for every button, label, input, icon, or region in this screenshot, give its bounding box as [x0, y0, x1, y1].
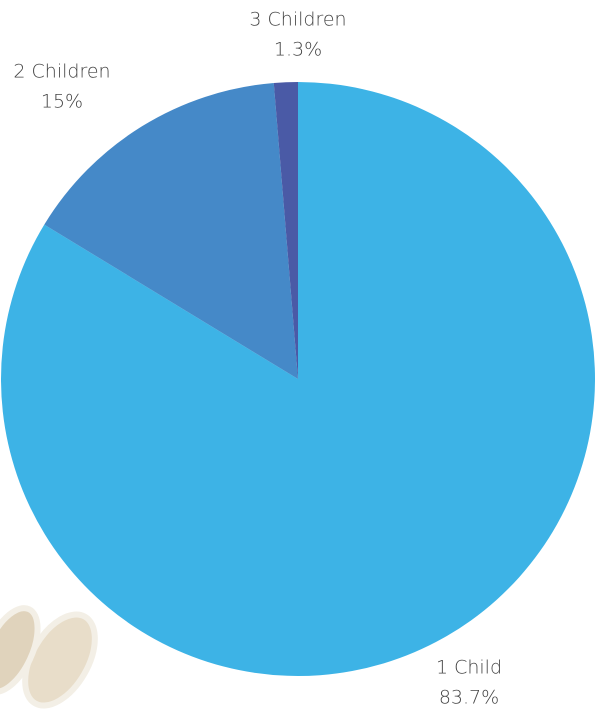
value-label: 1.3% — [274, 39, 322, 61]
slice-label: 1 Child — [436, 657, 502, 679]
slice-label: 3 Children — [249, 9, 346, 31]
decoration — [0, 605, 98, 709]
value-label: 83.7% — [439, 687, 499, 709]
value-label: 15% — [41, 91, 83, 113]
pie-slice — [1, 82, 595, 676]
pie-slice — [273, 82, 298, 379]
pie-slice — [44, 82, 298, 379]
slice-label: 2 Children — [13, 61, 110, 83]
